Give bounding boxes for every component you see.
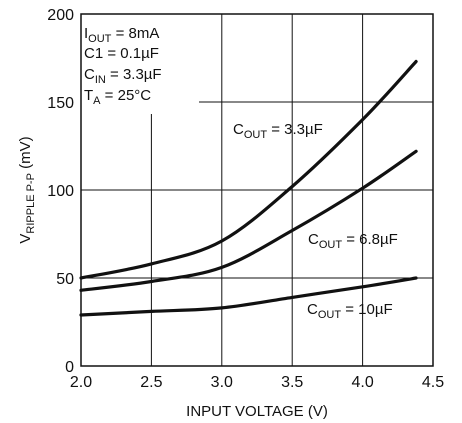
y-tick-label: 50 [56,271,74,288]
series-label-10uF: COUT = 10µF [307,301,393,321]
y-tick-label: 200 [47,7,74,24]
series-label-6.8uF: COUT = 6.8µF [308,231,398,251]
plot-frame [80,13,434,367]
conditions-block: IOUT = 8mA C1 = 0.1µF CIN = 3.3µF TA = 2… [84,25,162,107]
x-tick-label: 3.0 [211,374,233,391]
y-tick-label: 100 [47,183,74,200]
y-axis-label: VRIPPLE P-P (mV) [17,136,37,243]
x-tick-label: 4.5 [422,374,444,391]
conditions-box [81,14,199,114]
x-tick-label: 2.5 [140,374,162,391]
y-tick-label: 0 [65,359,74,376]
x-axis-label: INPUT VOLTAGE (V) [186,403,328,420]
x-tick-label: 2.0 [70,374,92,391]
x-tick-label: 3.5 [281,374,303,391]
x-tick-label: 4.0 [351,374,373,391]
series-label-3.3uF: COUT = 3.3µF [233,121,323,141]
series-line-2 [79,276,418,317]
series-curves [79,59,418,317]
y-tick-label: 150 [47,95,74,112]
condition-cin: CIN = 3.3µF [84,66,162,86]
condition-iout: IOUT = 8mA [84,25,159,45]
condition-ta: TA = 25°C [84,87,151,107]
condition-c1: C1 = 0.1µF [84,45,159,62]
series-line-0 [79,59,418,280]
series-line-1 [79,149,418,292]
tick-labels: 2.0 2.5 3.0 3.5 4.0 4.5 0 50 100 150 200 [47,7,444,391]
